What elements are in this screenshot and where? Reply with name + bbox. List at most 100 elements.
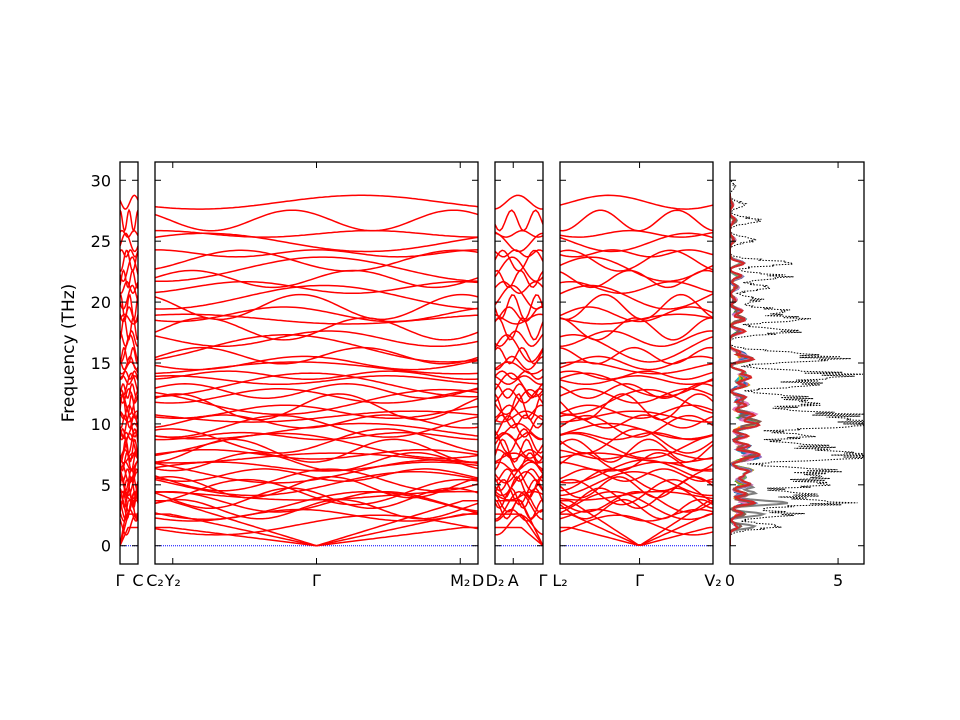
band-line	[560, 410, 713, 423]
band-line	[495, 280, 543, 295]
band-line	[495, 284, 543, 310]
x-tick-label: A	[508, 571, 519, 590]
band-line	[155, 194, 478, 210]
band-line	[495, 468, 543, 483]
dos-panel	[730, 180, 864, 556]
x-tick-label: L₂	[552, 571, 567, 590]
band-line	[120, 431, 138, 441]
band-line	[155, 249, 478, 258]
band-line	[155, 431, 478, 441]
band-line	[155, 229, 478, 238]
band-line	[120, 269, 138, 289]
band-line	[155, 470, 478, 497]
band-line	[560, 514, 713, 536]
band-line	[155, 372, 478, 398]
y-tick-label: 10	[91, 415, 111, 434]
band-line	[560, 487, 713, 510]
band-line	[120, 427, 138, 455]
band-line	[560, 393, 713, 421]
band-line	[120, 249, 138, 273]
band-line	[560, 355, 713, 371]
band-line	[495, 438, 543, 463]
band-line	[560, 361, 713, 375]
band-line	[495, 294, 543, 320]
band-line	[155, 249, 478, 272]
band-line	[155, 293, 478, 321]
band-line	[560, 256, 713, 283]
band-line	[495, 232, 543, 253]
band-line	[560, 404, 713, 419]
band-line	[495, 468, 543, 492]
band-line	[155, 526, 478, 547]
x-tick-label: C	[132, 571, 143, 590]
band-line	[560, 422, 713, 440]
band-line	[495, 372, 543, 398]
band-line	[120, 468, 138, 483]
band-line	[560, 470, 713, 497]
band-line	[495, 452, 543, 471]
band-line	[495, 229, 543, 238]
x-tick-label: M₂	[450, 571, 470, 590]
band-line	[560, 428, 713, 454]
band-line	[155, 269, 478, 289]
x-tick-label: Γ	[539, 571, 548, 590]
band-line	[120, 347, 138, 365]
band-line	[560, 293, 713, 321]
band-panel-2: C₂ Y₂ Γ M₂ D	[146, 161, 484, 590]
x-tick-label: V₂	[704, 571, 721, 590]
band-line	[120, 370, 138, 381]
band-line	[120, 313, 138, 325]
band-line	[495, 370, 543, 380]
band-line	[155, 498, 478, 520]
band-line	[495, 249, 543, 272]
band-line	[155, 508, 478, 522]
band-line	[560, 459, 713, 484]
band-line	[120, 355, 138, 371]
band-line	[560, 232, 713, 253]
band-line	[120, 461, 138, 472]
x-tick-label: D	[472, 571, 484, 590]
band-line	[120, 383, 138, 399]
band-line	[155, 330, 478, 348]
band-line	[495, 428, 543, 454]
band-line	[560, 414, 713, 429]
band-line	[495, 392, 543, 421]
band-line	[560, 508, 713, 522]
band-line	[495, 317, 543, 341]
band-line	[155, 232, 478, 253]
band-line	[560, 468, 713, 482]
band-lines	[560, 194, 713, 547]
band-line	[560, 526, 713, 547]
x-tick-label: Y₂	[164, 571, 181, 590]
band-line	[155, 490, 478, 501]
band-line	[560, 414, 713, 438]
band-line	[495, 209, 543, 232]
band-line	[495, 313, 543, 325]
band-line	[155, 451, 478, 472]
band-line	[155, 468, 478, 492]
band-line	[155, 383, 478, 399]
band-line	[495, 256, 543, 283]
band-line	[155, 313, 478, 325]
band-line	[560, 448, 713, 460]
band-line	[560, 209, 713, 232]
band-line	[120, 194, 138, 210]
band-panel-1: Γ C 0 5 10 15 20 25 30	[91, 161, 144, 590]
band-line	[560, 346, 713, 365]
band-lines	[120, 194, 138, 547]
band-line	[120, 388, 138, 416]
band-line	[495, 422, 543, 440]
band-line	[560, 313, 713, 325]
band-line	[155, 334, 478, 363]
band-panel-4: L₂ Γ V₂	[552, 161, 722, 590]
band-line	[155, 280, 478, 295]
y-tick-label: 15	[91, 354, 111, 373]
band-line	[120, 387, 138, 404]
band-line	[120, 208, 138, 233]
band-line	[155, 388, 478, 404]
band-line	[560, 490, 713, 501]
band-line	[155, 448, 478, 460]
band-line	[120, 306, 138, 323]
band-line	[495, 334, 543, 363]
